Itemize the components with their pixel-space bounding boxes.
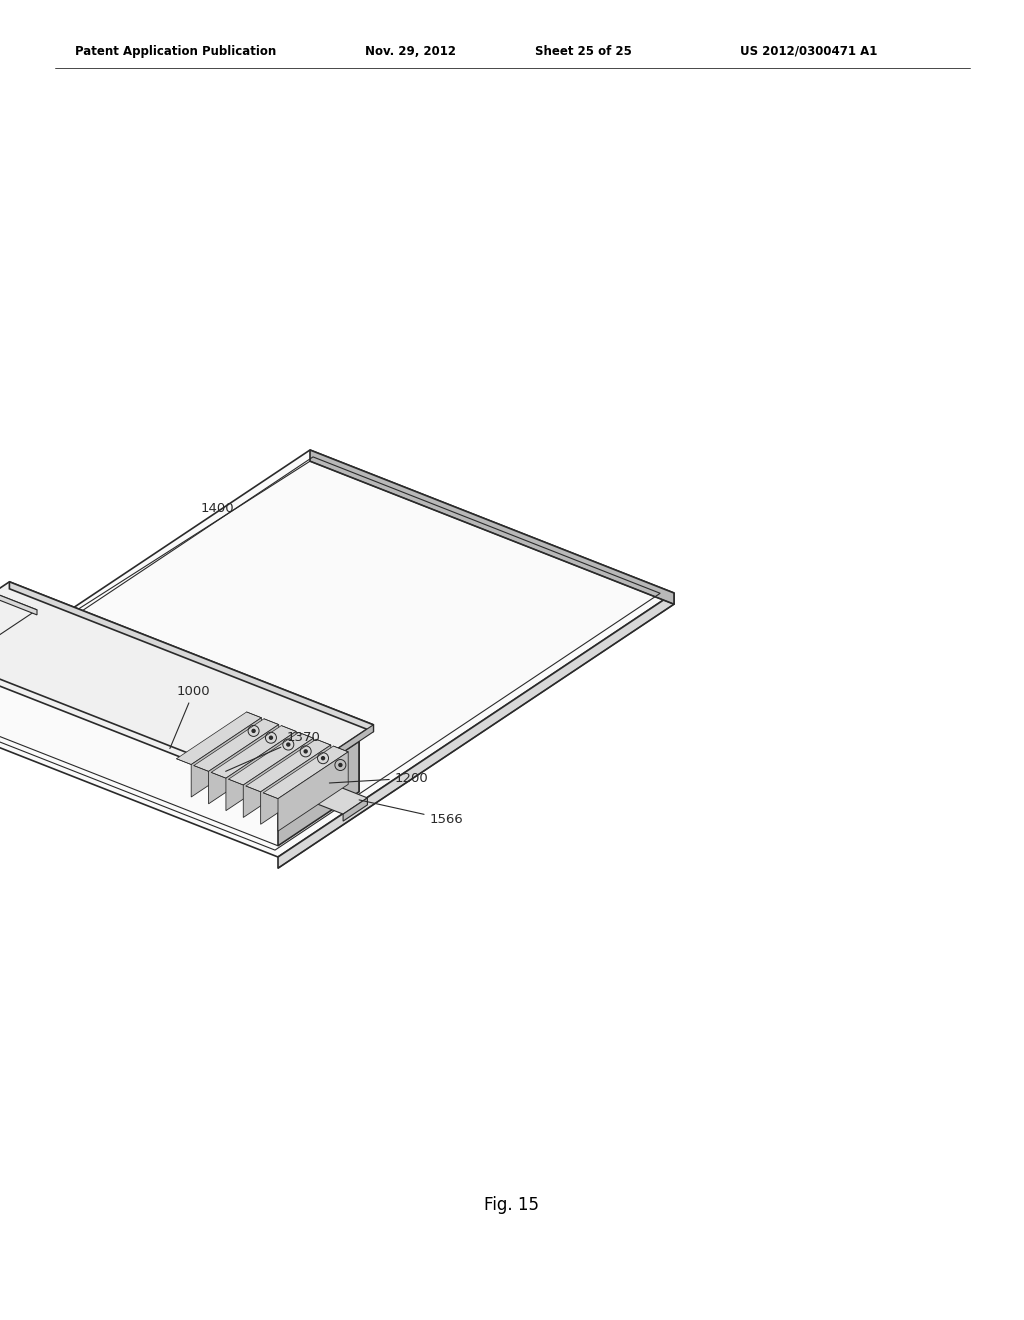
Circle shape — [304, 750, 307, 752]
Polygon shape — [0, 594, 37, 664]
Polygon shape — [228, 733, 313, 785]
Circle shape — [269, 737, 272, 739]
Text: Patent Application Publication: Patent Application Publication — [75, 45, 276, 58]
Text: 1000: 1000 — [170, 685, 211, 748]
Polygon shape — [0, 594, 37, 615]
Polygon shape — [194, 719, 279, 771]
Polygon shape — [263, 746, 348, 799]
Polygon shape — [209, 725, 279, 804]
Polygon shape — [0, 598, 359, 792]
Text: Nov. 29, 2012: Nov. 29, 2012 — [365, 45, 456, 58]
Polygon shape — [278, 725, 374, 796]
Polygon shape — [211, 726, 296, 779]
Polygon shape — [0, 598, 359, 796]
Text: Sheet 25 of 25: Sheet 25 of 25 — [535, 45, 632, 58]
Circle shape — [339, 763, 342, 767]
Polygon shape — [176, 711, 261, 764]
Polygon shape — [343, 797, 368, 821]
Polygon shape — [278, 742, 359, 846]
Polygon shape — [293, 777, 368, 814]
Polygon shape — [310, 450, 674, 605]
Text: Fig. 15: Fig. 15 — [484, 1196, 540, 1214]
Text: 1370: 1370 — [225, 731, 321, 771]
Polygon shape — [246, 739, 331, 792]
Polygon shape — [9, 582, 374, 731]
Polygon shape — [244, 738, 313, 817]
Circle shape — [322, 756, 325, 760]
Text: US 2012/0300471 A1: US 2012/0300471 A1 — [740, 45, 878, 58]
Circle shape — [287, 743, 290, 746]
Text: 1400: 1400 — [200, 502, 233, 515]
Text: 1566: 1566 — [359, 800, 463, 826]
Polygon shape — [0, 450, 674, 857]
Polygon shape — [226, 731, 296, 810]
Polygon shape — [278, 593, 674, 869]
Polygon shape — [191, 718, 261, 797]
Polygon shape — [261, 744, 331, 824]
Polygon shape — [278, 752, 348, 832]
Text: 1200: 1200 — [330, 772, 428, 784]
Polygon shape — [0, 582, 374, 788]
Circle shape — [252, 730, 255, 733]
